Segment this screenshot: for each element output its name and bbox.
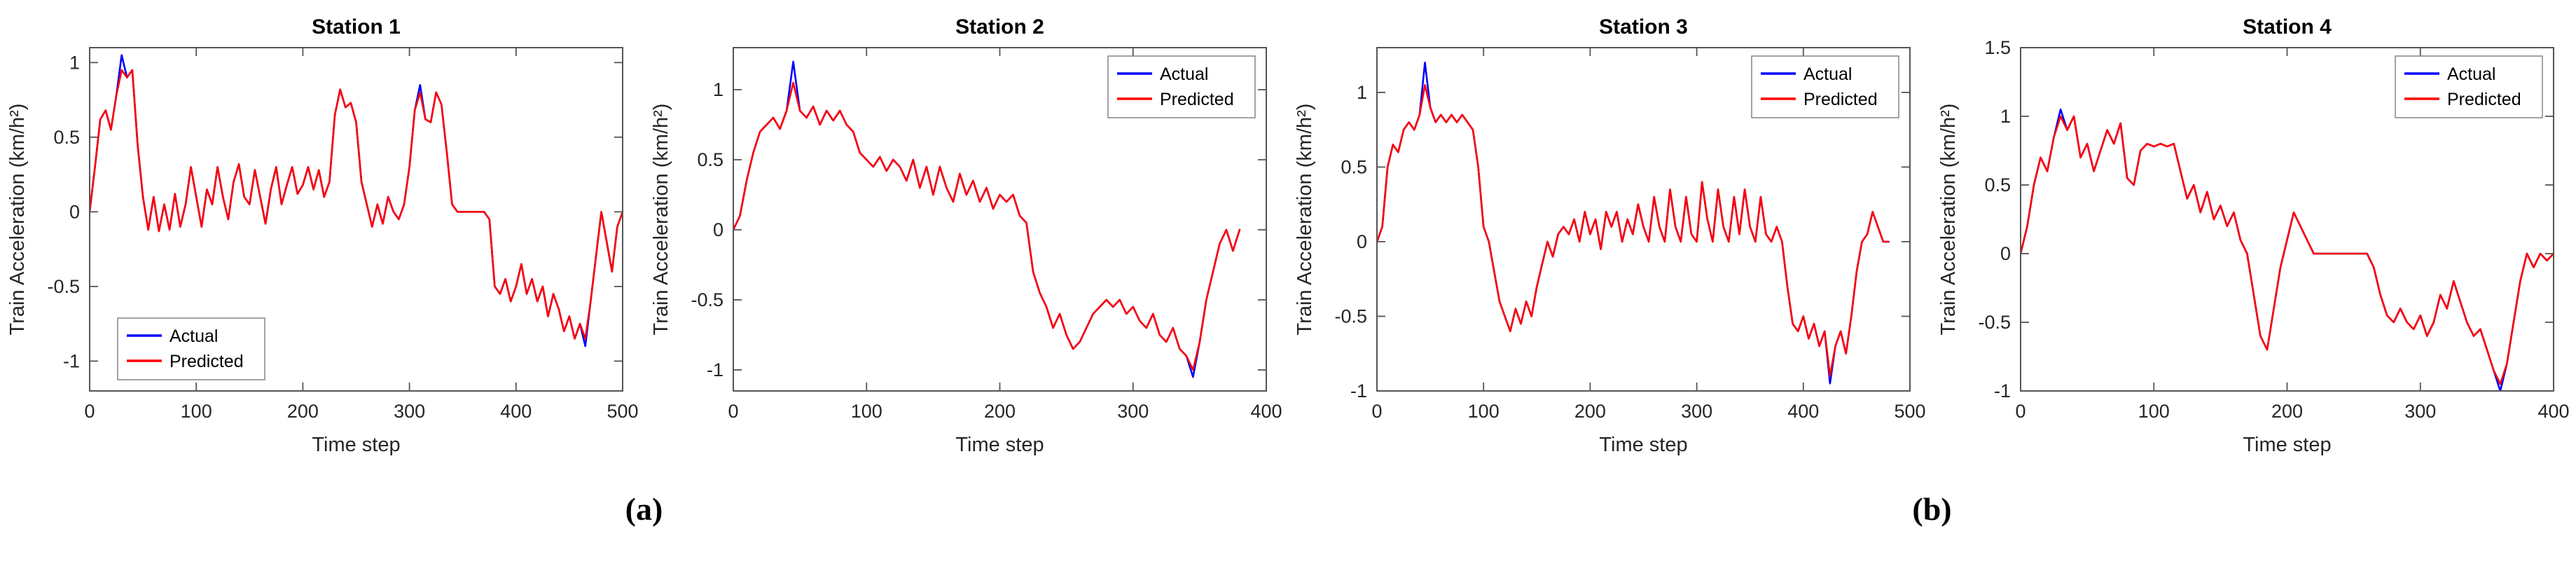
x-tick-label: 100: [181, 401, 212, 422]
x-axis-label: Time step: [1599, 434, 1687, 456]
chart-title: Station 4: [2243, 15, 2332, 39]
chart-title: Station 2: [955, 15, 1044, 39]
y-axis-label: Train Acceleration (km/h²): [1937, 104, 1960, 336]
x-tick-label: 400: [1787, 401, 1819, 422]
legend-label: Predicted: [1803, 90, 1878, 109]
x-tick-label: 100: [851, 401, 882, 422]
legend: Actual Predicted: [117, 317, 265, 380]
plot-box: [89, 47, 623, 392]
y-tick-label: 1: [2000, 106, 2011, 127]
chart-title: Station 3: [1599, 15, 1688, 39]
x-tick-label: 500: [1894, 401, 1925, 422]
chart-svg: 0 100 200 300 400 -1 -0.5 0 0.5 1 Station 2 Time st…: [650, 15, 1282, 456]
x-tick-label: 200: [287, 401, 319, 422]
figure-label-a: (a): [625, 491, 663, 527]
chart-station-1: 0 100 200 300 400 500 -1 -0.5 0 0.5 1 Station 1 Time…: [0, 7, 644, 469]
chart-svg: 0 100 200 300 400 500 -1 -0.5 0 0.5 1 Station 1 Time…: [6, 15, 639, 456]
y-tick-label: 0: [1357, 231, 1367, 252]
charts-row: 0 100 200 300 400 500 -1 -0.5 0 0.5 1 Station 1 Time…: [0, 7, 2575, 469]
x-tick-label: 400: [1250, 401, 1282, 422]
y-tick-label: -1: [1994, 380, 2011, 401]
plot-box: [1376, 47, 1911, 392]
y-tick-label: 0: [2000, 243, 2011, 264]
y-tick-label: -0.5: [691, 289, 723, 310]
x-tick-label: 0: [84, 401, 95, 422]
y-axis-label: Train Acceleration (km/h²): [1294, 104, 1316, 336]
y-tick-label: 1: [69, 52, 80, 73]
x-tick-label: 0: [1371, 401, 1382, 422]
legend-label: Actual: [169, 326, 218, 346]
series-line-predicted: [90, 69, 623, 340]
x-tick-label: 200: [984, 401, 1016, 422]
y-tick-label: 1.5: [1984, 37, 2011, 58]
x-tick-label: 300: [2404, 401, 2436, 422]
legend: Actual Predicted: [1751, 55, 1899, 118]
y-axis-label: Train Acceleration (km/h²): [650, 104, 672, 336]
y-tick-label: -0.5: [1334, 305, 1367, 326]
y-tick-label: -1: [707, 359, 723, 380]
chart-svg: 0 100 200 300 400 500 -1 -0.5 0 0.5 1 Station 3 Time…: [1294, 15, 1926, 456]
y-tick-label: 0.5: [1984, 174, 2011, 195]
y-tick-label: 0.5: [1341, 156, 1367, 177]
x-tick-label: 300: [1681, 401, 1712, 422]
x-tick-label: 0: [728, 401, 738, 422]
series-line-predicted: [733, 81, 1241, 371]
legend: Actual Predicted: [2395, 55, 2543, 118]
y-tick-label: 0.5: [697, 149, 723, 170]
legend: Actual Predicted: [1107, 55, 1256, 118]
figure-label-b: (b): [1912, 491, 1952, 527]
x-tick-label: 100: [1468, 401, 1500, 422]
legend-label: Actual: [1803, 64, 1852, 84]
x-tick-label: 300: [1117, 401, 1149, 422]
plot-box: [733, 47, 1267, 392]
y-tick-label: -1: [63, 350, 80, 371]
x-tick-label: 100: [2138, 401, 2170, 422]
y-tick-label: 1: [1357, 82, 1367, 103]
legend-label: Actual: [1160, 64, 1208, 84]
x-axis-label: Time step: [2243, 434, 2331, 456]
x-axis-label: Time step: [955, 434, 1044, 456]
x-tick-label: 400: [2537, 401, 2569, 422]
x-tick-label: 300: [394, 401, 425, 422]
x-tick-label: 500: [607, 401, 638, 422]
legend-label: Actual: [2447, 64, 2495, 84]
x-tick-label: 0: [2015, 401, 2026, 422]
series-line-predicted: [1377, 84, 1890, 378]
chart-title: Station 1: [312, 15, 401, 39]
x-tick-label: 200: [2271, 401, 2303, 422]
y-tick-label: 0: [713, 219, 723, 240]
chart-station-4: 0 100 200 300 400 -1 -0.5 0 0.5 1 1.5 Station 4 Time…: [1931, 7, 2575, 469]
chart-station-2: 0 100 200 300 400 -1 -0.5 0 0.5 1 Station 2 Time st…: [644, 7, 1287, 469]
y-tick-label: 0.5: [53, 127, 80, 148]
chart-station-3: 0 100 200 300 400 500 -1 -0.5 0 0.5 1 Station 3 Time…: [1287, 7, 1931, 469]
y-tick-label: -1: [1350, 380, 1367, 401]
x-tick-label: 200: [1574, 401, 1606, 422]
y-tick-label: 0: [69, 201, 80, 222]
y-tick-label: -0.5: [47, 276, 80, 297]
y-tick-label: -0.5: [1978, 312, 2011, 333]
figure-labels-row: (a) (b): [0, 469, 2576, 528]
legend-label: Predicted: [1160, 90, 1234, 109]
legend-label: Predicted: [169, 352, 244, 371]
legend-label: Predicted: [2447, 90, 2521, 109]
x-axis-label: Time step: [312, 434, 400, 456]
chart-svg: 0 100 200 300 400 -1 -0.5 0 0.5 1 1.5 Station 4 Time…: [1937, 15, 2570, 456]
x-tick-label: 400: [500, 401, 532, 422]
plot-box: [2020, 47, 2554, 392]
y-axis-label: Train Acceleration (km/h²): [6, 104, 29, 336]
y-tick-label: 1: [713, 79, 723, 100]
series-line-predicted: [2021, 115, 2554, 385]
